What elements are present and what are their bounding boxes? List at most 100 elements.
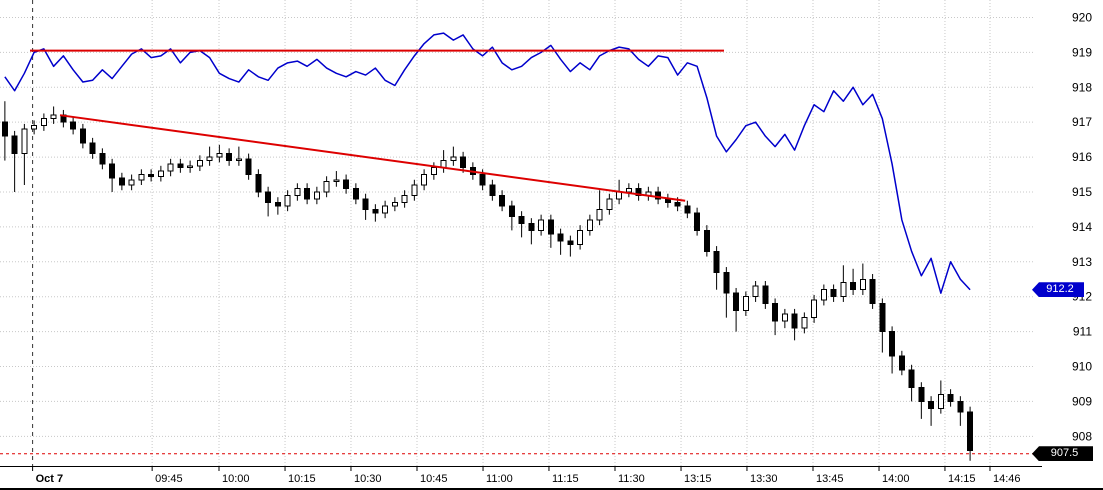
candle-body — [372, 208, 379, 214]
candle-body — [255, 174, 262, 193]
candle-body — [167, 163, 174, 172]
candle-body — [577, 229, 584, 245]
candle-body — [313, 191, 320, 200]
candle-body — [421, 174, 428, 186]
x-tick-label: 10:45 — [420, 473, 448, 485]
candle-body — [879, 303, 886, 333]
candle-body — [138, 174, 145, 181]
candle-body — [89, 142, 96, 155]
candle-body — [937, 393, 944, 409]
line-last-badge: 912.2 — [1032, 282, 1084, 298]
candle-body — [781, 313, 788, 322]
candle-body — [635, 187, 642, 196]
candle-body — [596, 208, 603, 221]
candle-body — [957, 400, 964, 413]
y-tick-label: 920 — [1072, 10, 1092, 24]
candle-body — [323, 181, 330, 193]
x-tick-label: 14:15 — [948, 473, 976, 485]
candle-body — [801, 317, 808, 329]
candle-body — [557, 233, 564, 242]
candle-body — [362, 198, 369, 210]
candle-body — [694, 212, 701, 231]
y-tick-label: 911 — [1073, 325, 1092, 339]
candle-body — [109, 163, 116, 179]
x-tick-label: 10:00 — [222, 473, 250, 485]
candle-body — [889, 331, 896, 357]
candle-body — [586, 219, 593, 231]
candle-body — [450, 156, 457, 162]
candle-body — [411, 184, 418, 196]
candle-body — [625, 187, 632, 193]
candle-body — [245, 158, 252, 176]
candle-body — [187, 165, 194, 169]
x-tick-label: 10:30 — [354, 473, 382, 485]
y-tick-label: 916 — [1072, 150, 1092, 164]
candle-body — [1, 121, 8, 137]
candle-body — [811, 299, 818, 319]
x-tick-label: 11:00 — [486, 473, 513, 485]
candle-body — [401, 194, 408, 203]
candle-body — [538, 219, 545, 231]
candle-body — [703, 229, 710, 252]
candle-body — [752, 285, 759, 298]
candle-body — [508, 205, 515, 217]
candle-body — [733, 292, 740, 312]
candle-body — [928, 400, 935, 409]
x-tick-label: 14:00 — [882, 473, 910, 485]
candle-body — [235, 158, 242, 162]
candle-body — [226, 153, 233, 162]
candle-body — [616, 191, 623, 200]
candle-body — [391, 201, 398, 207]
candle-body — [742, 296, 749, 312]
x-tick-label: 11:30 — [618, 473, 645, 485]
candle-body — [918, 386, 925, 402]
candle-body — [99, 153, 106, 165]
candle-body — [908, 369, 915, 388]
candle-body — [21, 128, 28, 155]
x-tick-label: 14:46 — [993, 473, 1021, 485]
candle-body — [791, 313, 798, 329]
y-tick-label: 914 — [1072, 220, 1092, 234]
y-tick-label: 910 — [1072, 360, 1092, 374]
candle-body — [489, 184, 496, 196]
candle-body — [274, 201, 281, 207]
y-tick-label: 908 — [1072, 429, 1092, 443]
candle-body — [898, 355, 905, 371]
candle-body — [479, 174, 486, 186]
candle-body — [157, 170, 164, 177]
x-tick-label: 13:30 — [750, 473, 778, 485]
x-tick-label: 10:15 — [288, 473, 316, 485]
candle-body — [859, 278, 866, 291]
candle-body — [772, 303, 779, 322]
candle-body — [547, 219, 554, 235]
blue-overlay-line — [4, 32, 971, 294]
candle-body — [148, 174, 155, 177]
candle-body — [294, 187, 301, 196]
candle-body — [70, 121, 77, 130]
x-tick-label: 09:45 — [155, 473, 183, 485]
candle-body — [265, 191, 272, 203]
candle-body — [216, 153, 223, 158]
x-tick-label: 13:15 — [684, 473, 712, 485]
candle-body — [118, 177, 125, 186]
y-tick-label: 917 — [1072, 115, 1092, 129]
y-tick-label: 909 — [1072, 394, 1092, 408]
candle-body — [343, 179, 350, 189]
candle-body — [518, 215, 525, 224]
candle-body — [50, 114, 57, 120]
x-tick-label: 13:45 — [816, 473, 844, 485]
y-tick-label: 913 — [1072, 255, 1092, 269]
candle-body — [567, 240, 574, 245]
candle-body — [684, 205, 691, 214]
candle-body — [284, 194, 291, 207]
candle-body — [967, 411, 974, 451]
candle-body — [196, 160, 203, 167]
x-tick-label: Oct 7 — [36, 473, 64, 485]
candle-body — [947, 393, 954, 402]
candle-body — [528, 222, 535, 231]
candle-body — [430, 167, 437, 176]
trendline — [59, 114, 686, 202]
candle-body — [40, 118, 47, 127]
